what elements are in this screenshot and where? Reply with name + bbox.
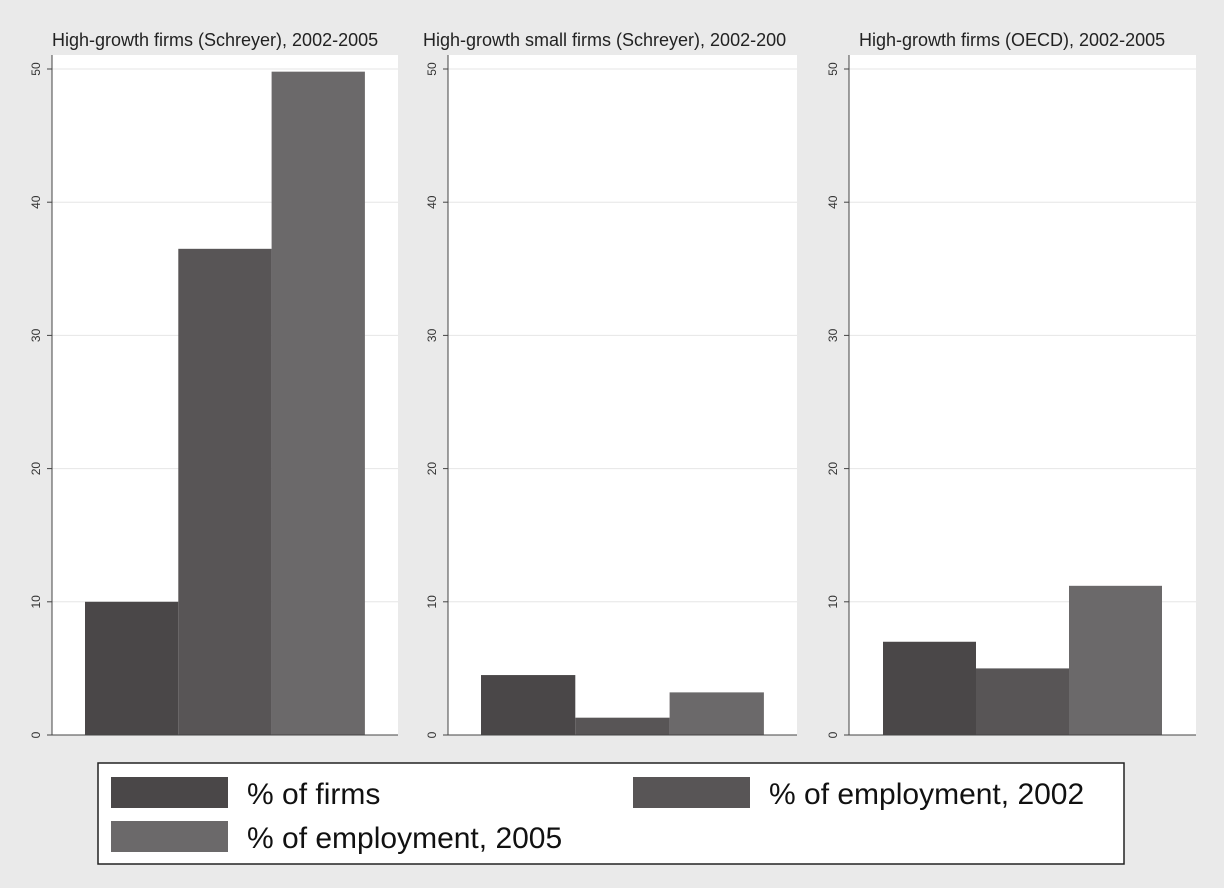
y-tick-label: 10 xyxy=(29,595,43,609)
plot-area xyxy=(448,55,797,735)
y-tick-label: 20 xyxy=(425,462,439,476)
bar-firms xyxy=(481,675,576,735)
bar-emp-2005 xyxy=(669,692,764,735)
chart-panel-2: 0 10 20 30 40 50 High-growth small firms (Schr… xyxy=(423,30,797,738)
y-tick-label: 50 xyxy=(425,62,439,76)
legend-label-emp-2002: % of employment, 2002 xyxy=(769,778,1084,811)
y-tick-label: 50 xyxy=(826,62,840,76)
chart-panel-1: 0 10 20 30 40 50 High-growth firms (Schreyer),… xyxy=(29,30,398,738)
legend-box xyxy=(97,762,1125,865)
bar-firms xyxy=(883,641,976,735)
panel-title: High-growth small firms (Schreyer), 2002… xyxy=(423,30,786,50)
bar-emp-2002 xyxy=(575,717,670,735)
y-tick-label: 0 xyxy=(29,731,43,738)
y-tick-label: 10 xyxy=(826,595,840,609)
panel-title: High-growth firms (OECD), 2002-2005 xyxy=(859,30,1165,50)
y-tick-label: 30 xyxy=(425,328,439,342)
legend-swatch-emp-2005 xyxy=(111,821,228,852)
y-tick-label: 0 xyxy=(425,731,439,738)
panel-title: High-growth firms (Schreyer), 2002-2005 xyxy=(52,30,378,50)
y-tick-label: 30 xyxy=(826,328,840,342)
bar-emp-2005 xyxy=(271,71,365,735)
y-tick-label: 0 xyxy=(826,731,840,738)
chart-legend: % of firms % of employment, 2002 % of em… xyxy=(97,762,1125,865)
legend-swatch-emp-2002 xyxy=(633,777,750,808)
bar-emp-2005 xyxy=(1069,585,1162,735)
chart-panel-3: 0 10 20 30 40 50 High-growth firms (OECD), 200… xyxy=(826,30,1196,738)
y-tick-label: 10 xyxy=(425,595,439,609)
legend-label-firms: % of firms xyxy=(247,778,380,811)
bar-emp-2002 xyxy=(976,668,1069,735)
y-tick-label: 20 xyxy=(29,462,43,476)
bar-firms xyxy=(85,601,179,735)
bar-emp-2002 xyxy=(178,248,272,735)
y-tick-label: 40 xyxy=(29,195,43,209)
y-tick-label: 40 xyxy=(425,195,439,209)
legend-label-emp-2005: % of employment, 2005 xyxy=(247,822,562,855)
y-tick-label: 30 xyxy=(29,328,43,342)
y-tick-label: 50 xyxy=(29,62,43,76)
y-tick-label: 40 xyxy=(826,195,840,209)
legend-swatch-firms xyxy=(111,777,228,808)
chart-panels: 0 10 20 30 40 50 High-growth firms (Schreyer),… xyxy=(29,30,1196,738)
y-tick-label: 20 xyxy=(826,462,840,476)
